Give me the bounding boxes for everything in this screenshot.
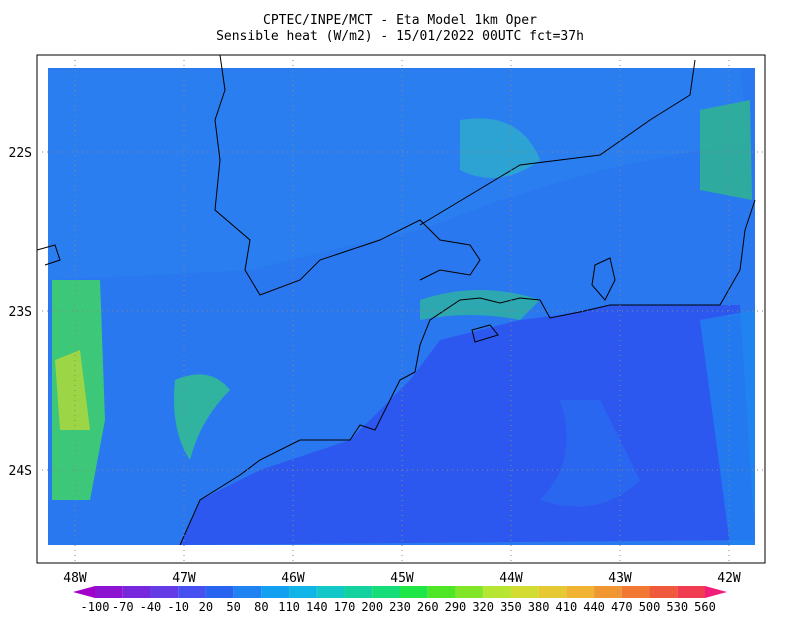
colorbar-label: 80 bbox=[254, 600, 268, 614]
colorbar-label: -40 bbox=[140, 600, 162, 614]
colorbar-label: 110 bbox=[278, 600, 300, 614]
colorbar-box bbox=[344, 586, 373, 598]
colorbar-label: 350 bbox=[500, 600, 522, 614]
colorbar-box bbox=[233, 586, 262, 598]
colorbar-box bbox=[455, 586, 484, 598]
colorbar-box bbox=[289, 586, 317, 598]
colorbar-box bbox=[400, 586, 428, 598]
colorbar-label: 20 bbox=[199, 600, 213, 614]
colorbar-box bbox=[205, 586, 234, 598]
lat-label: 23S bbox=[9, 305, 32, 320]
colorbar-label: 320 bbox=[472, 600, 494, 614]
colorbar-label: -100 bbox=[81, 600, 110, 614]
colorbar-label: 170 bbox=[334, 600, 356, 614]
colorbar-label: -70 bbox=[112, 600, 134, 614]
colorbar-end bbox=[705, 586, 727, 598]
colorbar-box bbox=[510, 586, 539, 598]
lon-label: 47W bbox=[172, 571, 196, 586]
colorbar-box bbox=[95, 586, 123, 598]
lon-label: 46W bbox=[281, 571, 305, 586]
colorbar-label: 380 bbox=[528, 600, 550, 614]
colorbar-label: -10 bbox=[167, 600, 189, 614]
colorbar-box bbox=[677, 586, 705, 598]
colorbar-box bbox=[261, 586, 290, 598]
coastline bbox=[36, 54, 756, 546]
colorbar-label: 440 bbox=[583, 600, 605, 614]
colorbar-box bbox=[372, 586, 400, 598]
colorbar-label: 410 bbox=[556, 600, 578, 614]
colorbar-box bbox=[538, 586, 567, 598]
colorbar-box bbox=[483, 586, 511, 598]
lat-label: 24S bbox=[9, 464, 32, 479]
lon-label: 43W bbox=[608, 571, 632, 586]
colorbar-label: 560 bbox=[694, 600, 716, 614]
colorbar-box bbox=[566, 586, 595, 598]
colorbar-box bbox=[594, 586, 622, 598]
subtitle: Sensible heat (W/m2) - 15/01/2022 00UTC … bbox=[216, 29, 584, 44]
colorbar-label: 230 bbox=[389, 600, 411, 614]
colorbar-box bbox=[178, 586, 206, 598]
lon-label: 48W bbox=[63, 571, 87, 586]
colorbar-label: 200 bbox=[361, 600, 383, 614]
colorbar-label: 470 bbox=[611, 600, 633, 614]
colorbar-box bbox=[122, 586, 151, 598]
colorbar-label: 530 bbox=[666, 600, 688, 614]
colorbar-box bbox=[649, 586, 678, 598]
lon-label: 45W bbox=[390, 571, 414, 586]
colorbar-label: 50 bbox=[226, 600, 240, 614]
lat-label: 22S bbox=[9, 146, 32, 161]
colorbar-box bbox=[621, 586, 650, 598]
colorbar-label: 140 bbox=[306, 600, 328, 614]
colorbar-box bbox=[427, 586, 456, 598]
colorbar-label: 290 bbox=[445, 600, 467, 614]
colorbar-box bbox=[150, 586, 179, 598]
colorbar-end bbox=[73, 586, 95, 598]
colorbar-label: 500 bbox=[639, 600, 661, 614]
lon-label: 44W bbox=[499, 571, 523, 586]
colorbar-label: 260 bbox=[417, 600, 439, 614]
colorbar-box bbox=[316, 586, 345, 598]
title: CPTEC/INPE/MCT - Eta Model 1km Oper bbox=[263, 13, 537, 28]
lon-label: 42W bbox=[717, 571, 741, 586]
field bbox=[48, 68, 755, 545]
